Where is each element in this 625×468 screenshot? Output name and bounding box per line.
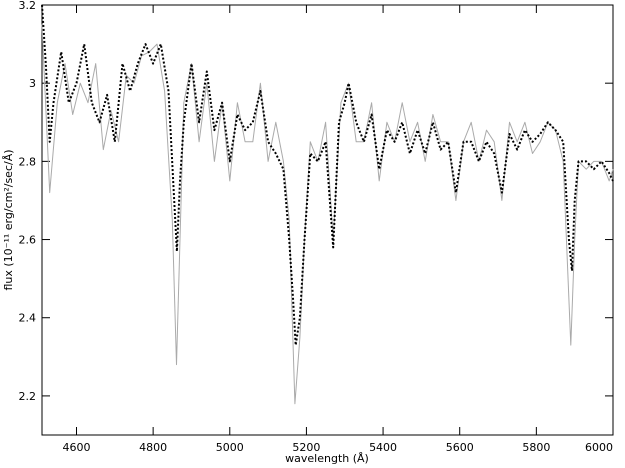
y-axis-label: flux (10⁻¹¹ erg/cm²/sec/Å) <box>2 149 15 290</box>
x-tick-label: 4600 <box>62 441 90 454</box>
spectrum-line <box>41 4 614 347</box>
spectrum-line <box>41 24 614 405</box>
x-tick-label: 4800 <box>139 441 167 454</box>
y-tick-label: 3 <box>29 77 36 90</box>
y-tick-label: 2.2 <box>19 390 37 403</box>
y-tick-label: 2.6 <box>19 234 37 247</box>
x-tick-label: 5400 <box>369 441 397 454</box>
x-tick-label: 5000 <box>216 441 244 454</box>
x-tick-label: 6000 <box>585 441 613 454</box>
y-tick-label: 3.2 <box>19 0 37 12</box>
plot-frame <box>41 4 614 436</box>
x-tick-label: 5800 <box>522 441 550 454</box>
y-tick-label: 2.4 <box>19 312 37 325</box>
x-tick-label: 5600 <box>446 441 474 454</box>
x-axis-label: wavelength (Å) <box>285 452 369 465</box>
y-tick-label: 2.8 <box>19 155 37 168</box>
x-tick-label: 5200 <box>292 441 320 454</box>
